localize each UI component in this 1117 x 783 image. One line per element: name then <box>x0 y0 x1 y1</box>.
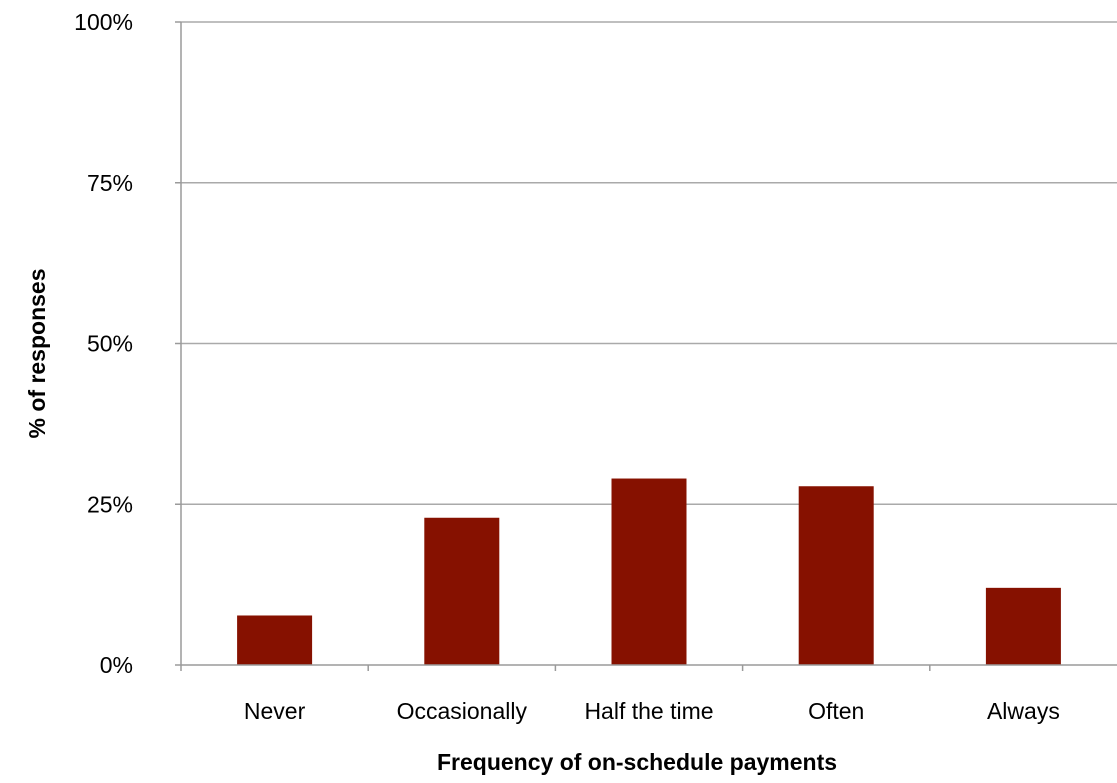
bar <box>237 615 313 665</box>
y-tick-label: 75% <box>87 170 133 196</box>
y-tick-label: 100% <box>74 9 133 35</box>
bar <box>985 587 1061 665</box>
x-tick-label: Half the time <box>584 698 713 724</box>
y-tick-labels: 0% 25% 50% 75% 100% <box>74 9 133 678</box>
x-axis-title: Frequency of on-schedule payments <box>437 749 837 775</box>
bars <box>237 478 1061 665</box>
bar <box>798 486 874 665</box>
bar <box>611 478 687 665</box>
x-tick-label: Always <box>987 698 1060 724</box>
y-axis-title: % of responses <box>24 269 50 439</box>
x-tick-label: Never <box>244 698 306 724</box>
bar <box>424 517 500 665</box>
x-tick-label: Often <box>808 698 864 724</box>
x-tick-label: Occasionally <box>397 698 528 724</box>
axes <box>175 21 1117 671</box>
gridlines <box>181 21 1117 505</box>
y-tick-label: 0% <box>100 652 133 678</box>
y-tick-label: 25% <box>87 491 133 517</box>
x-tick-labels: Never Occasionally Half the time Often Alway… <box>244 698 1060 724</box>
y-tick-label: 50% <box>87 331 133 357</box>
